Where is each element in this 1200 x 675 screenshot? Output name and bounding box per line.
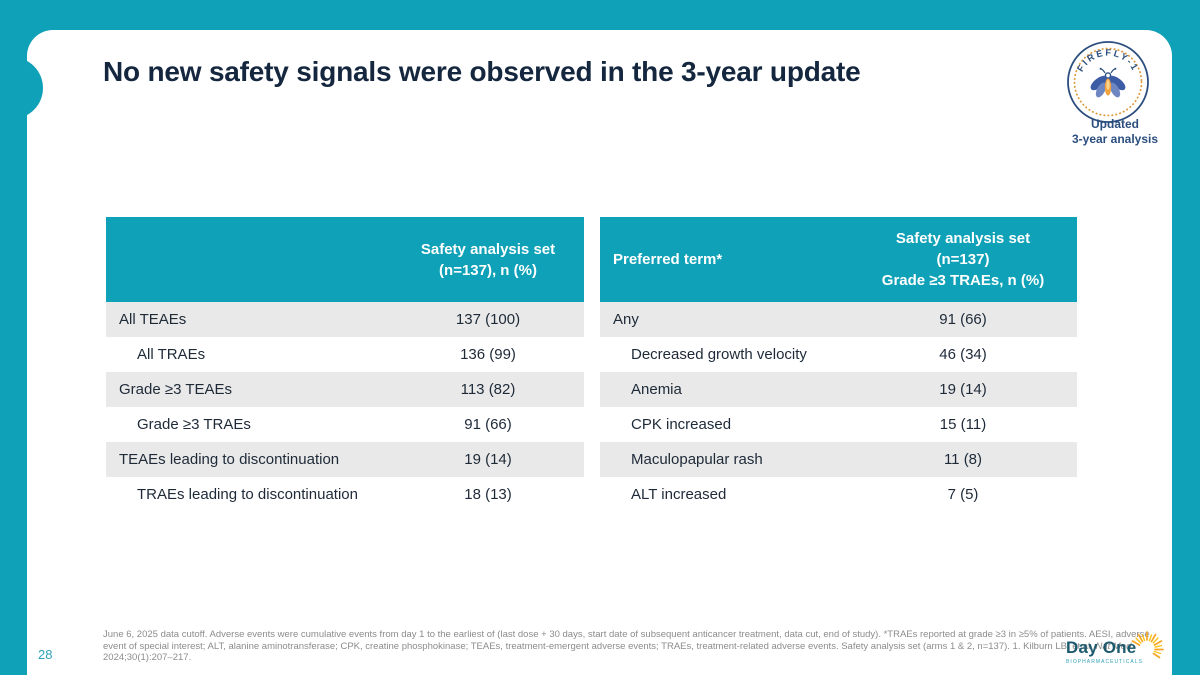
grade3-traes-table-header: Preferred term* Safety analysis set (n=1… bbox=[600, 217, 1077, 302]
page-number: 28 bbox=[38, 647, 53, 662]
firefly-1-badge-icon: FIREFLY-1 bbox=[1067, 41, 1149, 123]
table-row: Decreased growth velocity 46 (34) bbox=[600, 337, 1077, 372]
footnote-body: June 6, 2025 data cutoff. Adverse events… bbox=[103, 629, 1150, 652]
table-row: All TRAEs 136 (99) bbox=[106, 337, 584, 372]
slide-title: No new safety signals were observed in t… bbox=[103, 56, 861, 87]
table-row: Anemia 19 (14) bbox=[600, 372, 1077, 407]
dayone-logo: Day One BIOPHARMACEUTICALS bbox=[1066, 631, 1170, 665]
badge-caption: Updated 3-year analysis bbox=[1045, 117, 1185, 148]
dayone-division-text: BIOPHARMACEUTICALS bbox=[1066, 659, 1143, 665]
sunburst-icon bbox=[1131, 631, 1164, 659]
dayone-brand-text: Day One bbox=[1066, 638, 1137, 657]
header-cell-preferred-term: Preferred term* bbox=[613, 251, 723, 268]
table-row: Any 91 (66) bbox=[600, 302, 1077, 337]
table-row: TEAEs leading to discontinuation 19 (14) bbox=[106, 442, 584, 477]
badge-caption-line2: 3-year analysis bbox=[1071, 132, 1159, 147]
table-row: TRAEs leading to discontinuation 18 (13) bbox=[106, 477, 584, 512]
table-row: CPK increased 15 (11) bbox=[600, 407, 1077, 442]
table-row: Grade ≥3 TEAEs 113 (82) bbox=[106, 372, 584, 407]
teae-summary-table: Safety analysis set (n=137), n (%) All T… bbox=[106, 217, 584, 512]
footnote: June 6, 2025 data cutoff. Adverse events… bbox=[103, 629, 1161, 664]
firefly-icon bbox=[1090, 67, 1126, 98]
table-row: Grade ≥3 TRAEs 91 (66) bbox=[106, 407, 584, 442]
table-row: All TEAEs 137 (100) bbox=[106, 302, 584, 337]
grade3-traes-table: Preferred term* Safety analysis set (n=1… bbox=[600, 217, 1077, 512]
header-cell-grade3-traes: Safety analysis set (n=137) Grade ≥3 TRA… bbox=[881, 230, 1045, 289]
table-row: ALT increased 7 (5) bbox=[600, 477, 1077, 512]
teae-summary-table-header: Safety analysis set (n=137), n (%) bbox=[106, 217, 584, 302]
footnote-reference-journal: Nat Med. bbox=[1095, 640, 1135, 652]
table-row: Maculopapular rash 11 (8) bbox=[600, 442, 1077, 477]
footnote-reference-tail: 2024;30(1):207–217. bbox=[103, 652, 192, 663]
header-cell-blank bbox=[106, 217, 392, 302]
header-cell-safety-analysis-set: Safety analysis set (n=137), n (%) bbox=[420, 240, 556, 279]
badge-caption-line1: Updated bbox=[1091, 117, 1139, 131]
